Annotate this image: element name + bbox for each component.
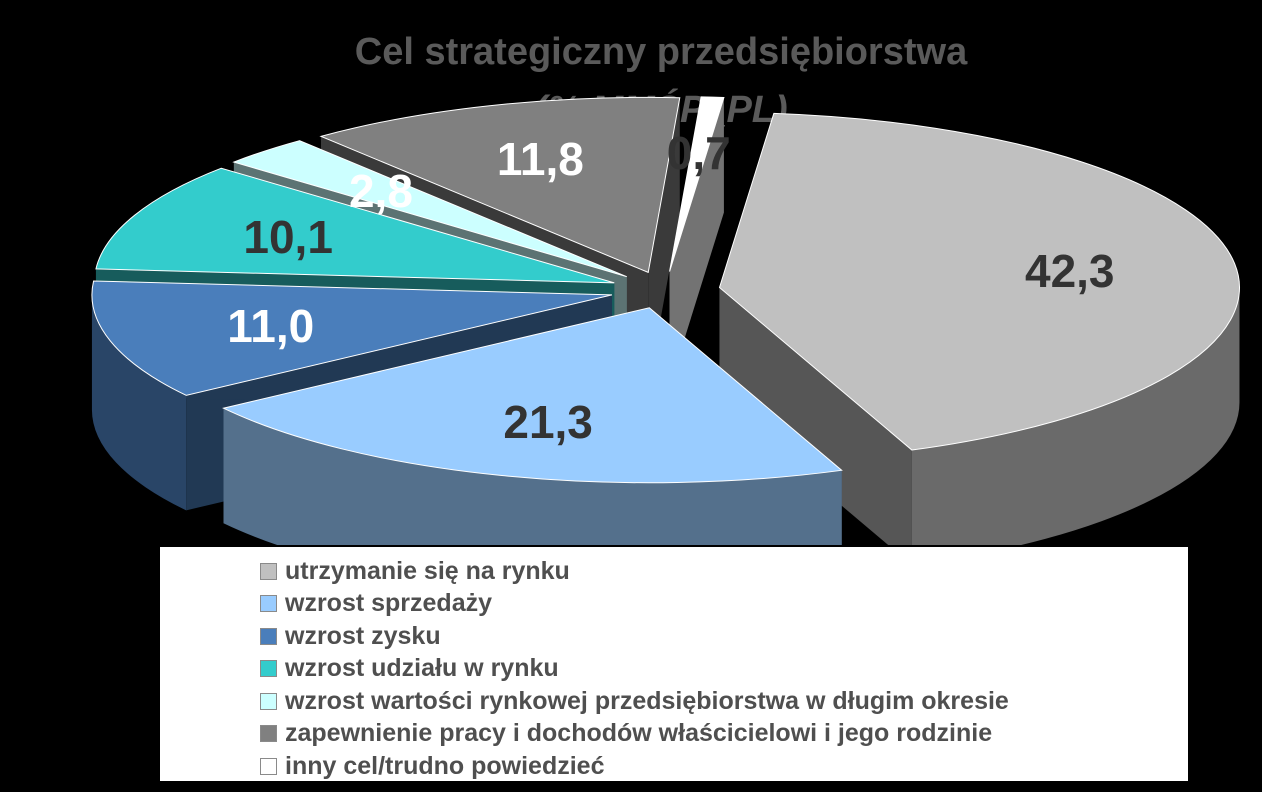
pie-slices <box>91 96 1240 545</box>
legend-item: zapewnienie pracy i dochodów właścicielo… <box>260 718 1188 751</box>
data-labels: 42,3 21,3 11,0 10,1 2,8 11,8 0,7 <box>227 127 1114 448</box>
pie-slice-wall <box>223 408 842 545</box>
legend-swatch <box>260 692 277 710</box>
data-label: 42,3 <box>1025 245 1115 297</box>
legend-label: utrzymanie się na rynku <box>285 556 570 585</box>
pie-slice-wall <box>911 287 1240 545</box>
legend-swatch <box>260 595 277 613</box>
pie-slice <box>669 96 725 272</box>
pie-slice-side <box>719 287 912 545</box>
data-label: 0,7 <box>667 127 731 179</box>
legend-item: inny cel/trudno powiedzieć <box>260 750 1188 783</box>
legend: utrzymanie się na rynku wzrost sprzedaży… <box>158 545 1190 783</box>
legend-item: wzrost zysku <box>260 620 1188 653</box>
pie-chart: Cel strategiczny przedsiębiorstwa (% MMŚ… <box>91 31 1240 545</box>
legend-item: wzrost udziału w rynku <box>260 653 1188 686</box>
pie-slice <box>222 307 843 484</box>
pie-slice <box>232 140 627 278</box>
legend-label: wzrost udziału w rynku <box>285 654 559 683</box>
legend-item: utrzymanie się na rynku <box>260 555 1188 588</box>
legend-item: wzrost sprzedaży <box>260 588 1188 621</box>
legend-swatch <box>260 757 277 775</box>
legend-item: wzrost wartości rynkowej przedsiębiorstw… <box>260 685 1188 718</box>
data-label: 21,3 <box>503 396 593 448</box>
data-label: 11,0 <box>227 300 314 352</box>
legend-swatch <box>260 660 277 678</box>
legend-swatch <box>260 562 277 580</box>
data-label: 2,8 <box>349 165 413 217</box>
pie-slice <box>95 167 615 284</box>
pie-slice <box>718 112 1240 451</box>
pie-slice <box>91 280 613 396</box>
legend-label: wzrost zysku <box>285 621 441 650</box>
pie-slice-wall <box>91 294 187 511</box>
pie-slice-side <box>669 97 724 387</box>
legend-swatch <box>260 627 277 645</box>
data-label: 11,8 <box>497 133 584 185</box>
legend-swatch <box>260 725 277 743</box>
legend-label: wzrost sprzedaży <box>285 589 493 618</box>
legend-label: inny cel/trudno powiedzieć <box>285 751 605 780</box>
data-label: 10,1 <box>243 211 333 263</box>
pie-slice <box>319 96 681 274</box>
legend-label: zapewnienie pracy i dochodów właścicielo… <box>285 719 993 748</box>
chart-title: Cel strategiczny przedsiębiorstwa <box>355 31 968 73</box>
legend-label: wzrost wartości rynkowej przedsiębiorstw… <box>285 686 1009 715</box>
